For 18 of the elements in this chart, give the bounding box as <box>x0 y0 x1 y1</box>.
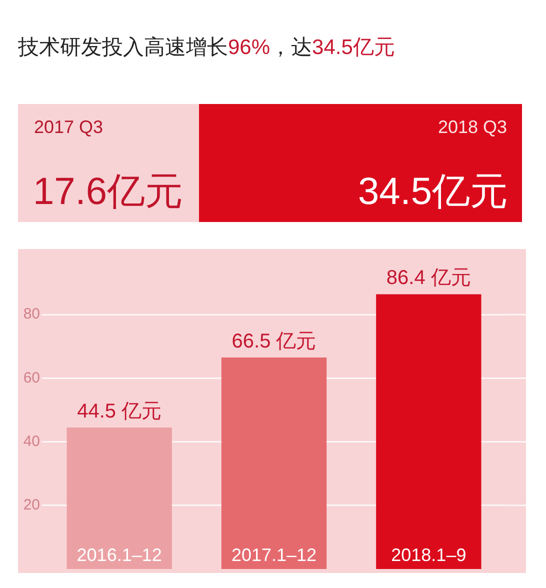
text: 34.5亿元 <box>358 171 508 213</box>
x-tick-label: 2016.1–12 <box>76 545 162 566</box>
bar <box>66 427 172 569</box>
data-label: 86.4 亿元 <box>386 267 471 290</box>
text: 2018 Q3 <box>438 117 507 137</box>
y-tick-label: 40 <box>23 432 40 450</box>
data-label: 66.5 亿元 <box>232 330 316 353</box>
bar <box>376 294 482 569</box>
x-tick-label: 2018.1–9 <box>391 545 466 566</box>
data-label: 44.5 亿元 <box>77 400 162 422</box>
x-tick-label: 2017.1–12 <box>231 545 317 566</box>
y-tick-label: 20 <box>23 496 40 514</box>
bar <box>221 358 327 569</box>
text: 2017 Q3 <box>34 117 104 137</box>
text: 17.6亿元 <box>33 171 183 213</box>
y-tick-label: 60 <box>23 369 40 386</box>
text: 技术研发投入高速增长96%，达34.5亿元 <box>18 36 395 59</box>
y-tick-label: 80 <box>23 306 40 323</box>
